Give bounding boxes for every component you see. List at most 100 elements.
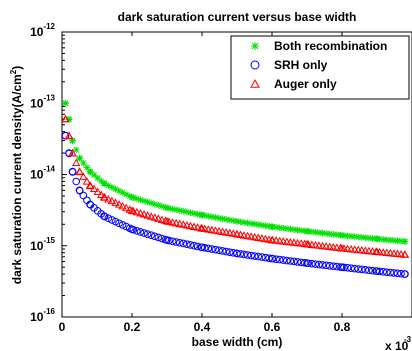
marker-triangle: [261, 234, 270, 243]
data-point: [64, 131, 74, 139]
marker-circle: [386, 268, 395, 277]
data-point: [233, 249, 241, 258]
data-point: [100, 180, 108, 187]
data-point: [162, 217, 172, 225]
marker-circle: [229, 248, 238, 257]
data-point: [128, 225, 136, 234]
marker-circle: [390, 269, 398, 277]
marker-star: [72, 146, 80, 154]
x-tick-label: 0.2: [124, 320, 141, 334]
marker-circle: [143, 230, 152, 238]
series-circle: [61, 131, 409, 278]
marker-circle: [104, 214, 113, 223]
y-axis-label: dark saturation current density(A/cm2): [9, 66, 24, 285]
marker-triangle: [139, 210, 149, 218]
marker-triangle: [254, 233, 263, 241]
marker-circle: [254, 252, 263, 261]
marker-triangle: [82, 177, 92, 185]
marker-circle: [383, 268, 391, 276]
data-point: [337, 244, 347, 252]
x-axis: 0 0.2 0.4 0.6 0.8: [59, 32, 351, 334]
x-axis-multiplier: x 10 -3: [385, 335, 412, 351]
marker-circle: [225, 248, 234, 256]
marker-circle: [211, 245, 220, 254]
marker-triangle: [93, 187, 102, 196]
data-point: [86, 168, 94, 175]
data-series: [61, 99, 410, 278]
marker-triangle: [207, 225, 217, 234]
marker-circle: [329, 262, 338, 270]
marker-triangle: [132, 207, 142, 216]
x-tick-label: 0.4: [194, 320, 211, 334]
marker-star: [147, 199, 155, 207]
marker-triangle: [157, 215, 167, 223]
marker-triangle: [204, 225, 213, 233]
marker-triangle: [179, 220, 188, 228]
marker-star: [83, 164, 91, 171]
marker-triangle: [79, 172, 88, 180]
x-axis-label: base width (cm): [192, 335, 283, 349]
marker-triangle: [136, 208, 145, 217]
marker-triangle: [72, 158, 81, 166]
marker-triangle: [186, 221, 195, 230]
marker-triangle: [172, 218, 181, 227]
legend-marker-star: [251, 42, 259, 50]
data-point: [400, 250, 410, 258]
y-axis-label-main: dark saturation current density(A/cm: [10, 74, 24, 284]
marker-circle: [240, 250, 248, 259]
legend: Both recombination SRH only Auger only: [230, 35, 410, 100]
marker-circle: [190, 241, 198, 250]
marker-circle: [286, 257, 295, 265]
y-tick-label: 10-16: [30, 307, 55, 324]
marker-triangle: [168, 218, 177, 226]
marker-circle: [315, 260, 323, 269]
y-tick-label: 10-12: [30, 22, 55, 39]
marker-circle: [147, 231, 155, 240]
data-point: [99, 192, 109, 201]
marker-circle: [365, 266, 373, 275]
marker-circle: [308, 259, 316, 268]
marker-triangle: [214, 226, 224, 235]
data-point: [75, 186, 84, 195]
marker-triangle: [111, 198, 120, 206]
chart-title: dark saturation current versus base widt…: [118, 10, 357, 24]
marker-triangle: [229, 229, 238, 237]
marker-circle: [325, 261, 334, 270]
data-point: [303, 259, 311, 267]
marker-circle: [243, 251, 252, 259]
marker-triangle: [114, 200, 124, 208]
marker-circle: [272, 255, 280, 263]
marker-circle: [136, 228, 145, 236]
marker-star: [262, 222, 269, 230]
marker-circle: [279, 256, 288, 264]
data-point: [302, 239, 312, 248]
data-point: [267, 235, 277, 244]
marker-circle: [133, 227, 141, 235]
data-point: [128, 193, 136, 201]
data-point: [76, 154, 83, 162]
marker-triangle: [182, 221, 192, 229]
x-multiplier-base: x 10: [385, 339, 409, 351]
marker-triangle: [143, 211, 152, 219]
data-point: [338, 232, 346, 239]
marker-triangle: [189, 222, 199, 230]
marker-circle: [293, 258, 302, 266]
marker-circle: [200, 244, 209, 252]
marker-circle: [193, 242, 202, 251]
marker-circle: [222, 247, 230, 256]
marker-circle: [236, 250, 245, 258]
marker-circle: [218, 247, 227, 255]
marker-star: [80, 159, 87, 167]
data-point: [372, 247, 382, 256]
marker-circle: [108, 216, 116, 224]
data-point: [61, 114, 70, 123]
marker-circle: [333, 262, 341, 271]
marker-circle: [290, 257, 298, 266]
data-point: [86, 200, 94, 209]
marker-circle: [358, 265, 366, 274]
marker-circle: [154, 233, 163, 242]
marker-circle: [175, 238, 184, 247]
data-point: [62, 99, 69, 107]
marker-triangle: [222, 228, 231, 236]
data-point: [198, 211, 206, 219]
